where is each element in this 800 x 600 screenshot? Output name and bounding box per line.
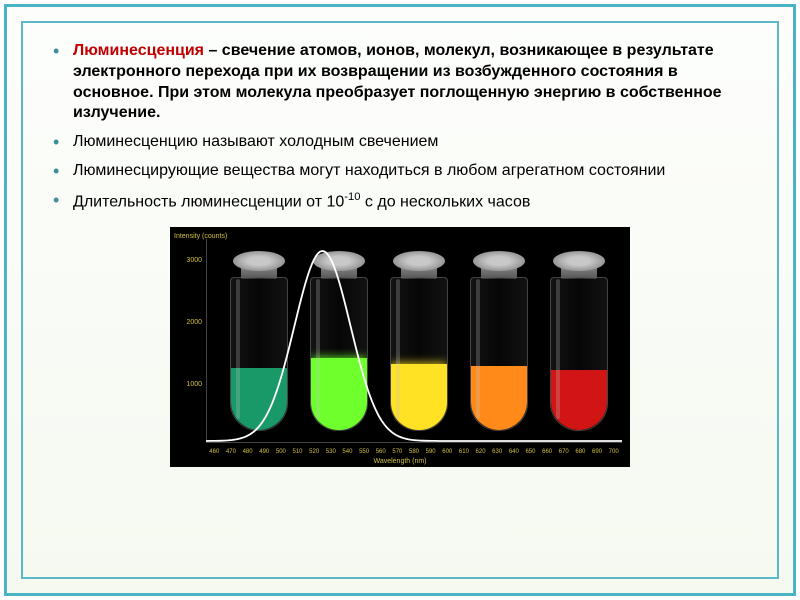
x-tick: 460 [209,449,219,455]
vial-cap [393,251,445,271]
vial-highlight [476,279,480,419]
x-tick: 590 [426,449,436,455]
x-axis-label: Wavelength (nm) [373,458,426,465]
bullet-item: Длительность люминесценции от 10-10 с до… [49,190,751,213]
vial-cap [233,251,285,271]
x-tick: 560 [376,449,386,455]
bullet-text: Люминесценцию называют холодным свечение… [73,133,438,150]
luminescence-photo: Intensity (counts) Wavelength (nm) 3000 2… [170,227,630,467]
x-tick: 490 [259,449,269,455]
figure-wrap: Intensity (counts) Wavelength (nm) 3000 2… [49,227,751,467]
bullet-item: Люминесценцию называют холодным свечение… [49,132,751,153]
slide-inner-frame: Люминесценция – свечение атомов, ионов, … [21,21,779,579]
vial [388,251,450,431]
vial [308,251,370,431]
x-tick: 620 [476,449,486,455]
vial-cap [313,251,365,271]
vial-cap [473,251,525,271]
x-axis [206,442,622,443]
bullet-text: Люминесцирующие вещества могут находитьс… [73,162,665,179]
exponent: -10 [344,191,360,203]
x-tick: 570 [392,449,402,455]
y-axis-label: Intensity (counts) [174,233,227,240]
x-tick: 510 [293,449,303,455]
x-tick: 600 [442,449,452,455]
vial-highlight [556,279,560,419]
x-tick: 690 [592,449,602,455]
bullet-text: с до нескольких часов [360,193,530,210]
slide-outer-frame: Люминесценция – свечение атомов, ионов, … [4,4,796,596]
x-tick: 670 [559,449,569,455]
vial [548,251,610,431]
x-tick: 580 [409,449,419,455]
y-tick: 2000 [176,319,202,326]
x-tick: 650 [525,449,535,455]
x-tick: 610 [459,449,469,455]
x-tick: 530 [326,449,336,455]
x-tick: 660 [542,449,552,455]
x-tick: 680 [575,449,585,455]
vial [228,251,290,431]
x-tick: 640 [509,449,519,455]
y-tick: 1000 [176,381,202,388]
bullet-list: Люминесценция – свечение атомов, ионов, … [49,41,751,213]
x-tick: 500 [276,449,286,455]
x-tick: 540 [342,449,352,455]
vial [468,251,530,431]
y-tick: 3000 [176,257,202,264]
x-tick: 520 [309,449,319,455]
bullet-text: Длительность люминесценции от 10 [73,193,344,210]
vial-highlight [396,279,400,419]
vial-highlight [316,279,320,419]
x-tick: 470 [226,449,236,455]
y-axis [206,239,207,443]
x-tick: 480 [243,449,253,455]
vial-highlight [236,279,240,419]
bullet-item: Люминесцирующие вещества могут находитьс… [49,161,751,182]
term-luminescence: Люминесценция [73,42,204,59]
x-tick: 700 [609,449,619,455]
vial-cap [553,251,605,271]
bullet-item: Люминесценция – свечение атомов, ионов, … [49,41,751,124]
x-tick: 630 [492,449,502,455]
x-tick: 550 [359,449,369,455]
